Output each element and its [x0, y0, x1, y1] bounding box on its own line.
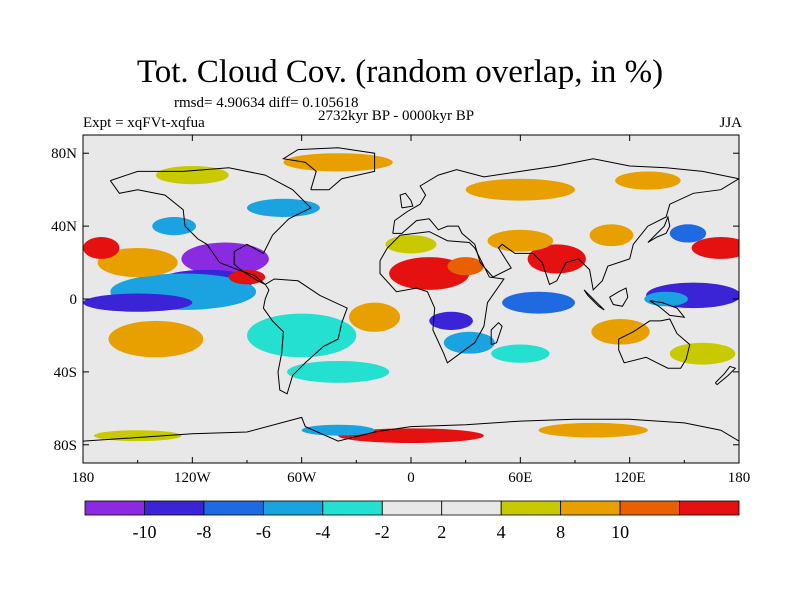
colorbar-swatch	[144, 500, 205, 516]
lon-tick-label: 180	[72, 470, 95, 486]
colorbar-label: 8	[556, 522, 565, 542]
colorbar-swatch	[84, 500, 145, 516]
experiment-label: Expt = xqFVt-xqfua	[83, 115, 205, 131]
anomaly-region	[589, 224, 634, 247]
colorbar-swatch	[203, 500, 264, 516]
coastline-north-america	[109, 167, 312, 285]
lon-tick-label: 60W	[287, 470, 317, 486]
anomaly-region	[349, 302, 401, 332]
anomaly-region	[228, 269, 266, 285]
colorbar-label: -8	[196, 522, 211, 542]
colorbar-label: -2	[375, 522, 390, 542]
lat-tick-label: 40S	[54, 365, 77, 381]
coastline-new-guinea	[649, 300, 686, 318]
anomaly-region	[246, 313, 357, 358]
anomaly-region	[644, 291, 688, 307]
lon-tick-label: 0	[407, 470, 415, 486]
coastline-borneo	[609, 287, 629, 307]
lat-tick-label: 40N	[51, 219, 77, 235]
anomaly-region	[155, 165, 229, 185]
colorbar-label: -10	[132, 522, 156, 542]
colorbar-swatch	[381, 500, 443, 516]
colorbar-swatch	[560, 500, 621, 516]
rmsd-diff-stats: rmsd= 4.90634 diff= 0.105618	[174, 95, 359, 111]
anomaly-region	[247, 198, 320, 217]
lon-tick-label: 120E	[614, 470, 646, 486]
anomaly-region	[527, 244, 586, 274]
anomaly-region	[429, 311, 473, 330]
latitude-ticks: 80N 40N 0 40S 80S	[51, 146, 739, 454]
coastline-madagascar	[490, 321, 503, 346]
map-title: Tot. Cloud Cov. (random overlap, in %)	[136, 54, 664, 90]
colorbar-swatch	[262, 500, 324, 516]
anomaly-region	[491, 344, 550, 363]
coastline-sumatra	[583, 289, 605, 311]
colorbar-label: -4	[315, 522, 330, 542]
coastline-new-zealand	[714, 365, 737, 386]
anomaly-region	[283, 153, 393, 172]
lon-tick-label: 60E	[508, 470, 532, 486]
colorbar-label: -6	[256, 522, 271, 542]
anomaly-region	[83, 237, 120, 259]
lon-tick-label: 180	[728, 470, 751, 486]
coastline-eurasia	[392, 158, 739, 291]
lat-tick-label: 80S	[54, 438, 77, 454]
colorbar-label: 10	[611, 522, 629, 542]
colorbar-label: 2	[437, 522, 446, 542]
season-label: JJA	[719, 115, 742, 131]
anomaly-region	[669, 342, 736, 365]
anomaly-region	[691, 237, 739, 259]
colorbar-swatch	[619, 500, 680, 516]
colorbar-swatch	[322, 500, 383, 516]
anomaly-region	[97, 247, 178, 278]
lat-tick-label: 80N	[51, 146, 77, 162]
period-label: 2732kyr BP - 0000kyr BP	[318, 108, 475, 124]
anomaly-region	[152, 217, 196, 236]
anomaly-region	[447, 257, 484, 276]
anomaly-region	[538, 422, 648, 438]
coastlines	[83, 147, 739, 442]
anomaly-region	[443, 331, 495, 354]
anomaly-region	[385, 235, 437, 254]
coastline-antarctica	[83, 416, 739, 442]
colorbar-label: 4	[497, 522, 506, 542]
anomaly-region	[669, 224, 707, 243]
anomaly-region	[93, 430, 182, 442]
anomaly-region	[487, 229, 554, 252]
coastline-japan	[647, 215, 671, 243]
anomaly-region	[615, 171, 681, 190]
colorbar-swatch	[679, 500, 740, 516]
coastline-south-america	[262, 278, 348, 395]
colorbar-swatch	[500, 500, 562, 516]
anomaly-region	[108, 320, 204, 358]
anomaly-region	[591, 319, 650, 345]
anomaly-region	[83, 293, 193, 312]
colorbar-swatch	[441, 500, 502, 516]
coastline-australia	[618, 318, 691, 369]
lon-tick-label: 120W	[174, 470, 212, 486]
anomaly-region	[287, 360, 390, 383]
colorbar: -10 -8 -6 -4 -2 2 4 8 10	[84, 500, 740, 542]
longitude-ticks: 180 120W 60W 0 60E 120E 180	[72, 135, 751, 486]
anomaly-fields	[83, 153, 739, 443]
lat-tick-label: 0	[70, 292, 78, 308]
coastline-africa	[379, 231, 505, 364]
anomaly-region	[502, 291, 575, 314]
coastline-greenland	[282, 147, 376, 191]
coastline-britain	[399, 192, 414, 209]
anomaly-region	[465, 178, 575, 201]
anomaly-region	[181, 242, 269, 276]
